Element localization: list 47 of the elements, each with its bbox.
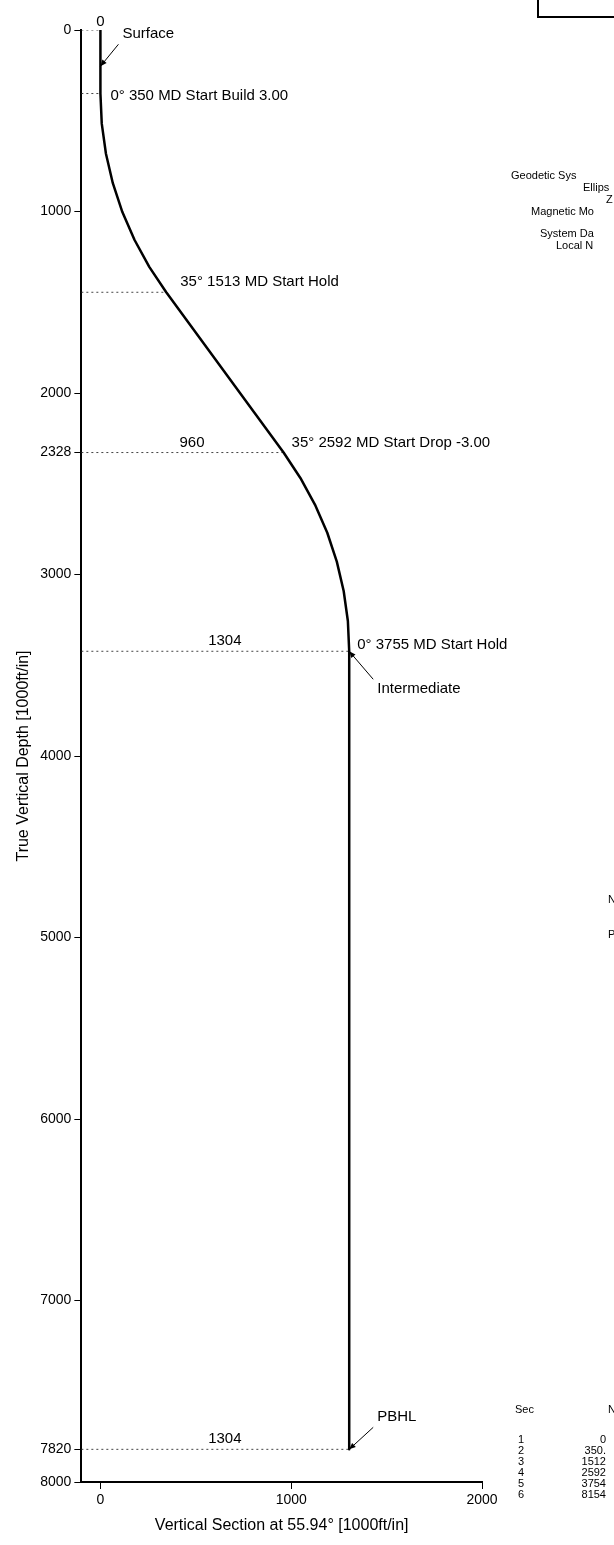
text: P	[608, 928, 614, 941]
y-tick-label: 6000	[40, 1109, 72, 1126]
text: Z	[606, 193, 613, 206]
x-axis-title: Vertical Section at 55.94° [1000ft/in]	[154, 1515, 409, 1533]
y-tick-label: 7000	[40, 1291, 72, 1308]
annotation: 35° 1513 MD Start Hold	[180, 272, 339, 290]
text: 0	[599, 1433, 606, 1446]
text: 5	[517, 1477, 525, 1490]
y-tick-label: 8000	[40, 1472, 72, 1489]
annotation: 35° 2592 MD Start Drop -3.00	[291, 432, 491, 450]
annotation: 960	[179, 432, 205, 450]
text: Ellips	[583, 181, 610, 194]
annotation: 1304	[208, 631, 242, 649]
text: 2592	[581, 1466, 606, 1479]
text: 1512	[581, 1455, 606, 1468]
text: 350.	[584, 1444, 606, 1457]
y-tick-label: 4000	[40, 746, 72, 763]
annotation: Intermediate	[377, 679, 461, 697]
text: 3754	[581, 1477, 606, 1490]
x-tick-label: 2000	[466, 1491, 498, 1508]
annotation: 0° 350 MD Start Build 3.00	[110, 85, 289, 103]
y-axis-title: True Vertical Depth [1000ft/in]	[14, 650, 32, 862]
text: 2	[517, 1444, 525, 1457]
y-tick-label: 3000	[40, 565, 72, 582]
y-tick-label: 2000	[40, 383, 72, 400]
text: 4	[517, 1466, 525, 1479]
x-tick-label: 1000	[275, 1491, 307, 1508]
annotation: PBHL	[377, 1407, 417, 1425]
y-tick-label: 0	[63, 20, 72, 37]
annotation: 0° 3755 MD Start Hold	[357, 635, 508, 653]
annotation: 0	[96, 12, 105, 30]
text: 1	[517, 1433, 525, 1446]
y-tick-label: 2328	[40, 443, 72, 460]
text: System Da	[540, 227, 595, 240]
text: 3	[517, 1455, 525, 1468]
text: Geodetic Sys	[511, 169, 577, 182]
annotation: Surface	[122, 24, 175, 42]
text: 6	[517, 1488, 525, 1501]
y-tick-label: 7820	[40, 1440, 72, 1457]
x-tick-label: 0	[96, 1491, 105, 1508]
text: Sec	[515, 1403, 535, 1416]
text: Magnetic Mo	[531, 205, 594, 218]
text: 8154	[581, 1488, 606, 1501]
y-tick-label: 1000	[40, 202, 72, 219]
text: Local N	[556, 239, 594, 252]
y-tick-label: 5000	[40, 928, 72, 945]
annotation: 1304	[208, 1429, 242, 1447]
